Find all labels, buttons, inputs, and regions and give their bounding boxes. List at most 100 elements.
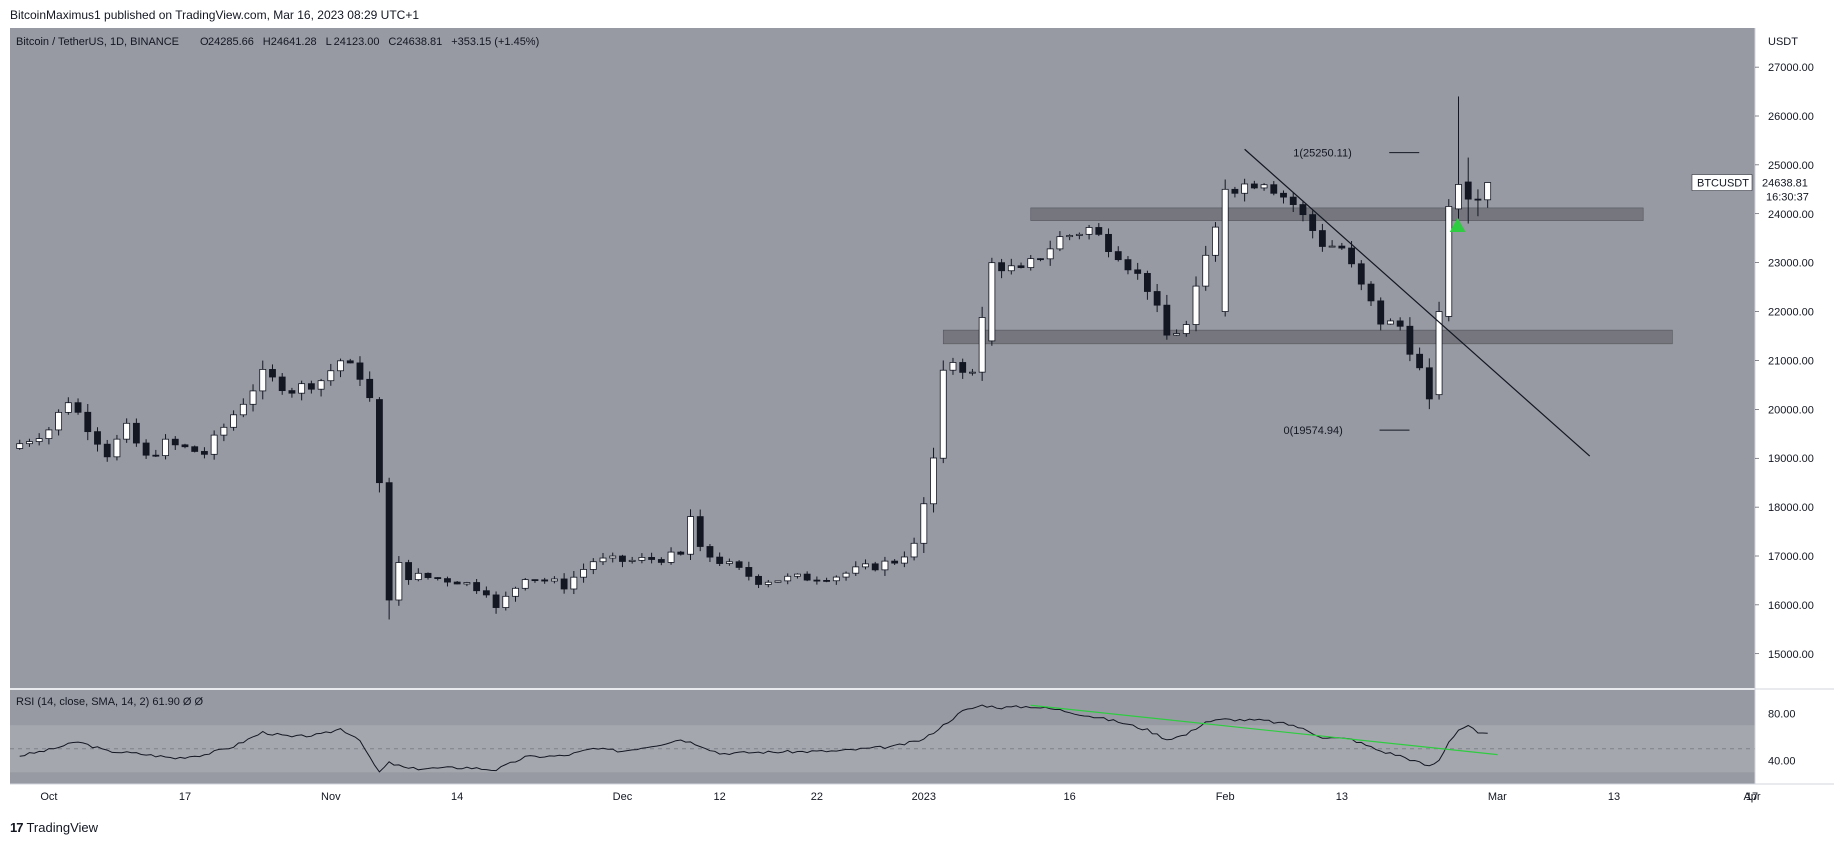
time-tick-label: 16 bbox=[1064, 791, 1076, 803]
ohlc-c-value: 24638.81 bbox=[396, 36, 442, 48]
candle-bear bbox=[1377, 300, 1385, 325]
time-tick-label: 17 bbox=[179, 791, 191, 803]
ohlc-chg-value: +353.15 (+1.45%) bbox=[451, 36, 539, 48]
candle-bull bbox=[123, 422, 131, 440]
candle-bear bbox=[891, 560, 899, 564]
price-axis-unit: USDT bbox=[1768, 36, 1798, 48]
price-tick-label: 24000.00 bbox=[1768, 209, 1814, 221]
candle-bear bbox=[473, 582, 481, 592]
candle-bull bbox=[628, 559, 636, 562]
candle-bull bbox=[939, 369, 947, 459]
symbol-tag-text: BTCUSDT bbox=[1697, 178, 1749, 190]
candle-bull bbox=[414, 572, 422, 581]
candle-bear bbox=[541, 579, 549, 582]
candle-bear bbox=[1416, 353, 1424, 369]
candle-bear bbox=[871, 563, 879, 571]
price-axis-ticks[interactable]: 15000.00 16000.00 17000.00 18000.00 19000.00… bbox=[1755, 62, 1814, 661]
candle-bull bbox=[162, 438, 169, 457]
candle-bull bbox=[589, 561, 597, 570]
candle-bull bbox=[1046, 248, 1054, 260]
candle-bear bbox=[1299, 204, 1307, 216]
rsi-legend: RSI (14, close, SMA, 14, 2) 61.90 Ø Ø bbox=[16, 696, 204, 708]
candle-bear bbox=[288, 390, 296, 394]
candle-bear bbox=[677, 551, 685, 555]
candle-bull bbox=[249, 390, 257, 405]
candlestick-series bbox=[16, 96, 1492, 620]
candle-bear bbox=[307, 383, 315, 390]
candle-bear bbox=[813, 579, 821, 582]
candle-bear bbox=[1464, 181, 1472, 200]
candle-bear bbox=[181, 444, 189, 448]
candle-bear bbox=[1124, 259, 1132, 271]
candle-bull bbox=[1435, 311, 1443, 396]
price-tick-label: 17000.00 bbox=[1768, 551, 1814, 563]
candle-bull bbox=[210, 434, 218, 455]
candle-bear bbox=[1280, 192, 1287, 198]
candle-bear bbox=[356, 362, 364, 380]
candle-bull bbox=[969, 371, 976, 374]
time-tick-label: Feb bbox=[1216, 791, 1235, 803]
candle-bear bbox=[803, 573, 811, 581]
candle-bull bbox=[337, 360, 344, 372]
candle-bear bbox=[94, 431, 101, 445]
rsi-tick-label: 40.00 bbox=[1768, 756, 1796, 768]
candle-bear bbox=[560, 578, 568, 590]
candle-bear bbox=[1396, 320, 1404, 327]
candle-bear bbox=[201, 451, 208, 455]
candle-bull bbox=[687, 516, 694, 555]
candle-bull bbox=[949, 362, 957, 371]
candle-bear bbox=[716, 556, 724, 564]
candle-bear bbox=[735, 561, 743, 568]
candle-bull bbox=[988, 262, 996, 342]
candle-bear bbox=[376, 399, 383, 484]
time-tick-label: 13 bbox=[1336, 791, 1348, 803]
candle-bull bbox=[570, 576, 578, 590]
candle-bull bbox=[113, 438, 121, 458]
candle-bear bbox=[171, 438, 179, 446]
price-pane-background[interactable] bbox=[10, 28, 1755, 688]
price-tag-value: 24638.81 bbox=[1762, 178, 1808, 190]
candle-bear bbox=[366, 378, 374, 399]
ohlc-h-value: 24641.28 bbox=[271, 36, 317, 48]
candle-bear bbox=[1105, 233, 1112, 252]
candle-bull bbox=[1221, 188, 1229, 312]
candle-bull bbox=[327, 370, 335, 382]
candle-bear bbox=[278, 376, 286, 392]
candle-bear bbox=[84, 411, 92, 433]
candle-bull bbox=[794, 573, 801, 577]
candle-bull bbox=[842, 572, 850, 578]
candle-bear bbox=[434, 577, 442, 580]
candle-bear bbox=[706, 546, 714, 558]
price-tick-label: 16000.00 bbox=[1768, 600, 1814, 612]
time-tick-label: 14 bbox=[451, 791, 463, 803]
ohlc-header: O 24285.66 H 24641.28 L 24123.00 C 24638.81 +353… bbox=[200, 36, 539, 48]
candle-bear bbox=[1017, 265, 1025, 268]
tradingview-logo-text: TradingView bbox=[26, 820, 99, 835]
candle-bull bbox=[1202, 254, 1210, 287]
time-tick-label: 22 bbox=[811, 791, 823, 803]
candle-bear bbox=[1309, 214, 1317, 231]
publisher-line: BitcoinMaximus1 published on TradingView… bbox=[10, 8, 420, 22]
candle-bear bbox=[823, 580, 831, 582]
candle-bear bbox=[482, 590, 490, 596]
candle-bull bbox=[978, 317, 986, 373]
tradingview-logo[interactable]: 17 TradingView bbox=[10, 820, 98, 835]
candle-bull bbox=[259, 369, 267, 392]
time-tick-label: Nov bbox=[321, 791, 341, 803]
candle-bear bbox=[619, 555, 626, 562]
time-tick-label: Apr bbox=[1743, 791, 1760, 803]
candle-bull bbox=[16, 443, 24, 449]
candle-bull bbox=[725, 561, 733, 564]
candle-bear bbox=[424, 572, 432, 578]
price-tick-label: 23000.00 bbox=[1768, 258, 1814, 270]
candle-bear bbox=[346, 360, 354, 364]
rsi-line bbox=[19, 704, 1488, 773]
candle-bull bbox=[1085, 227, 1093, 235]
candle-bull bbox=[1182, 324, 1190, 334]
time-tick-label: Dec bbox=[613, 791, 633, 803]
candle-bull bbox=[230, 414, 238, 428]
candle-bull bbox=[1066, 235, 1074, 238]
candle-bear bbox=[1037, 258, 1044, 261]
